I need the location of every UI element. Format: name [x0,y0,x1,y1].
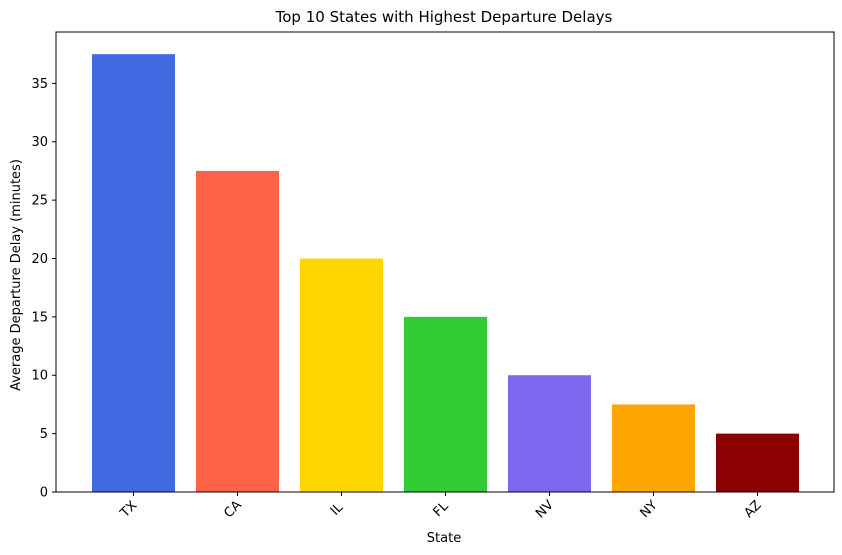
bar-tx [92,54,175,492]
bar-fl [404,316,487,492]
x-tick-label: FL [431,498,453,520]
x-tick-label: AZ [741,498,764,521]
y-tick-label: 5 [40,427,48,442]
y-tick-label: 15 [31,310,48,325]
y-tick-label: 20 [31,252,48,267]
x-tick-label: TX [117,498,140,521]
x-tick-label: NY [637,498,660,521]
bars-group [92,54,799,492]
bar-ny [612,404,695,492]
y-tick-label: 25 [31,194,48,209]
y-tick-label: 10 [31,369,48,384]
y-tick-label: 0 [40,486,48,501]
bar-nv [508,375,591,492]
bar-ca [196,170,279,492]
x-tick-label: IL [328,500,347,519]
bar-il [300,258,383,492]
y-axis-ticks: 0 5 10 15 20 25 30 35 [31,77,56,501]
plot-frame [55,31,835,493]
y-tick-label: 30 [31,135,48,150]
y-tick-label: 35 [31,77,48,92]
x-axis-label: State [427,531,461,546]
chart-title: Top 10 States with Highest Departure Del… [275,8,613,26]
x-tick-label: NV [533,498,557,522]
bar-az [716,433,799,492]
y-axis-label: Average Departure Delay (minutes) [9,159,24,391]
x-axis-ticks: TX CA IL FL NV NY AZ [117,492,765,521]
x-tick-label: CA [221,498,244,521]
